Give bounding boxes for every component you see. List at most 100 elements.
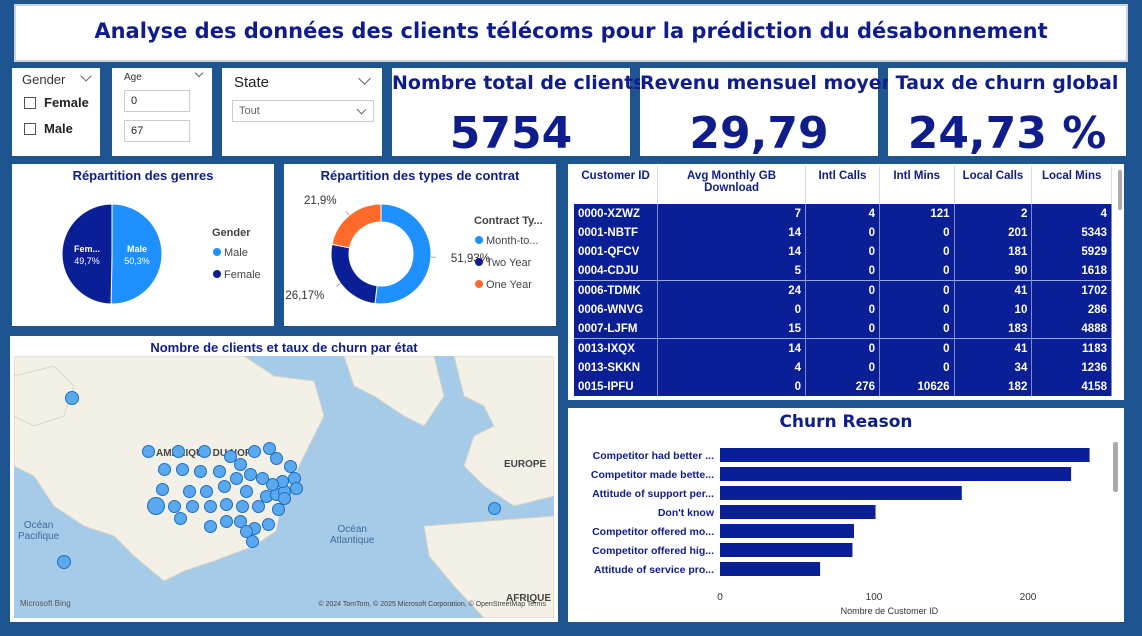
table-row[interactable]: 0001-NBTF 14 0 0 201 5343	[574, 223, 1112, 242]
column-header[interactable]: Intl Calls	[805, 166, 880, 204]
chevron-down-icon[interactable]	[80, 70, 92, 82]
map-bubble[interactable]	[233, 514, 247, 528]
map-bubble[interactable]	[255, 471, 269, 485]
map-bubble[interactable]	[173, 511, 187, 525]
table-row[interactable]: 0013-IXQX 14 0 0 41 1183	[574, 338, 1112, 358]
map-bubble[interactable]	[245, 534, 259, 548]
gender-option-male[interactable]: Male	[24, 121, 73, 136]
map-bubble[interactable]	[212, 464, 226, 478]
churn-reason-panel: Churn Reason Competitor had better ... Co…	[568, 408, 1124, 622]
map-bubble[interactable]	[239, 524, 253, 538]
table-cell: 0	[805, 261, 880, 281]
chevron-down-icon[interactable]	[194, 68, 204, 78]
map-bubble[interactable]	[487, 501, 501, 515]
table-cell: 0	[879, 300, 955, 319]
map-bubble[interactable]	[219, 497, 233, 511]
churn-reason-bar-chart[interactable]: Competitor had better ... Competitor made…	[568, 408, 1124, 622]
map-bubble[interactable]	[155, 482, 169, 496]
map-bubble[interactable]	[147, 497, 165, 515]
map-bubble[interactable]	[239, 484, 253, 498]
map-bubble[interactable]	[233, 457, 247, 471]
map-bubble[interactable]	[277, 491, 291, 505]
table-cell: 0	[805, 358, 880, 377]
map-bubble[interactable]	[271, 502, 285, 516]
map-bubble[interactable]	[185, 499, 199, 513]
gender-pie-chart[interactable]: Male 50,3% Fem... 49,7% Gender Male Female	[12, 164, 274, 326]
map-bubble[interactable]	[223, 449, 237, 463]
map-bubble[interactable]	[243, 467, 257, 481]
map-bubble[interactable]	[197, 444, 211, 458]
bar[interactable]	[720, 486, 962, 500]
table-row[interactable]: 0000-XZWZ 7 4 121 2 4	[574, 204, 1112, 223]
map-bubble[interactable]	[229, 471, 243, 485]
table-row[interactable]: 0015-IPFU 0 276 10626 182 4158	[574, 377, 1112, 396]
table-row[interactable]: 0007-LJFM 15 0 0 183 4888	[574, 319, 1112, 339]
table-cell: 10626	[879, 377, 955, 396]
gender-slicer[interactable]: Gender Female Male	[12, 68, 100, 156]
table-cell: 0	[805, 223, 880, 242]
table-cell: 0	[879, 280, 955, 300]
map-canvas[interactable]: AMÉRIQUE DU NORD EUROPE AFRIQUE Océan Pa…	[14, 356, 554, 618]
map-bubble[interactable]	[247, 444, 261, 458]
map-bubble[interactable]	[265, 477, 279, 491]
map-bubble[interactable]	[261, 517, 275, 531]
map-bubble[interactable]	[289, 481, 303, 495]
table-row[interactable]: 0001-QFCV 14 0 0 181 5929	[574, 242, 1112, 261]
state-slicer[interactable]: State Tout	[222, 68, 382, 156]
column-header[interactable]: Customer ID	[574, 166, 659, 204]
map-bubble[interactable]	[57, 555, 71, 569]
bar[interactable]	[720, 562, 821, 576]
scrollbar[interactable]	[1118, 170, 1122, 210]
donut-slice-0[interactable]	[374, 203, 432, 305]
bar[interactable]	[720, 448, 1090, 462]
column-header[interactable]: Intl Mins	[879, 166, 955, 204]
donut-slice-2[interactable]	[331, 203, 382, 249]
map-bubble[interactable]	[171, 444, 185, 458]
bar[interactable]	[720, 524, 854, 538]
age-slicer[interactable]: Age 0 67	[112, 68, 212, 156]
chevron-down-icon[interactable]	[358, 72, 371, 85]
column-header[interactable]: Local Calls	[954, 166, 1033, 204]
age-min-input[interactable]: 0	[124, 90, 190, 112]
age-max-input[interactable]: 67	[124, 120, 190, 142]
map-bubble[interactable]	[203, 519, 217, 533]
table-cell: 0001-NBTF	[574, 223, 659, 242]
map-bubble[interactable]	[203, 499, 217, 513]
map-bubble[interactable]	[217, 479, 231, 493]
map-bubble[interactable]	[157, 462, 171, 476]
table-cell: 0015-IPFU	[574, 377, 659, 396]
map-bubble[interactable]	[262, 441, 276, 455]
map-bubble[interactable]	[65, 391, 79, 405]
map-bubble[interactable]	[283, 459, 297, 473]
bar[interactable]	[720, 505, 876, 519]
legend-title: Contract Ty...	[474, 215, 543, 227]
pie-slice-female[interactable]	[61, 203, 113, 305]
table-row[interactable]: 0013-SKKN 4 0 0 34 1236	[574, 358, 1112, 377]
checkbox-icon[interactable]	[24, 96, 36, 109]
table-cell: 0	[879, 223, 955, 242]
scrollbar[interactable]	[1113, 442, 1118, 492]
column-header[interactable]: Local Mins	[1031, 166, 1112, 204]
gender-option-female[interactable]: Female	[24, 95, 89, 110]
table-row[interactable]: 0004-CDJU 5 0 0 90 1618	[574, 261, 1112, 281]
checkbox-icon[interactable]	[24, 122, 36, 135]
donut-slice-1[interactable]	[330, 243, 378, 305]
map-bubble[interactable]	[235, 499, 249, 513]
contract-donut-chart[interactable]: 51,93% 26,17% 21,9% Contract Ty... Month-to.…	[284, 164, 556, 326]
map-bubble[interactable]	[219, 514, 233, 528]
map-bubble[interactable]	[175, 462, 189, 476]
map-bubble[interactable]	[193, 464, 207, 478]
table-row[interactable]: 0006-TDMK 24 0 0 41 1702	[574, 280, 1112, 300]
map-bubble[interactable]	[251, 499, 265, 513]
map-bubble[interactable]	[141, 444, 155, 458]
column-header[interactable]: Avg Monthly GB Download	[657, 166, 806, 204]
bar[interactable]	[720, 467, 1072, 481]
map-bubble[interactable]	[182, 484, 196, 498]
state-dropdown[interactable]: Tout	[232, 100, 374, 122]
map-bubble[interactable]	[167, 499, 181, 513]
bar[interactable]	[720, 543, 853, 557]
pie-slice-male[interactable]	[110, 203, 163, 305]
map-bubble[interactable]	[269, 451, 283, 465]
map-bubble[interactable]	[199, 484, 213, 498]
table-row[interactable]: 0006-WNVG 0 0 0 10 286	[574, 300, 1112, 319]
